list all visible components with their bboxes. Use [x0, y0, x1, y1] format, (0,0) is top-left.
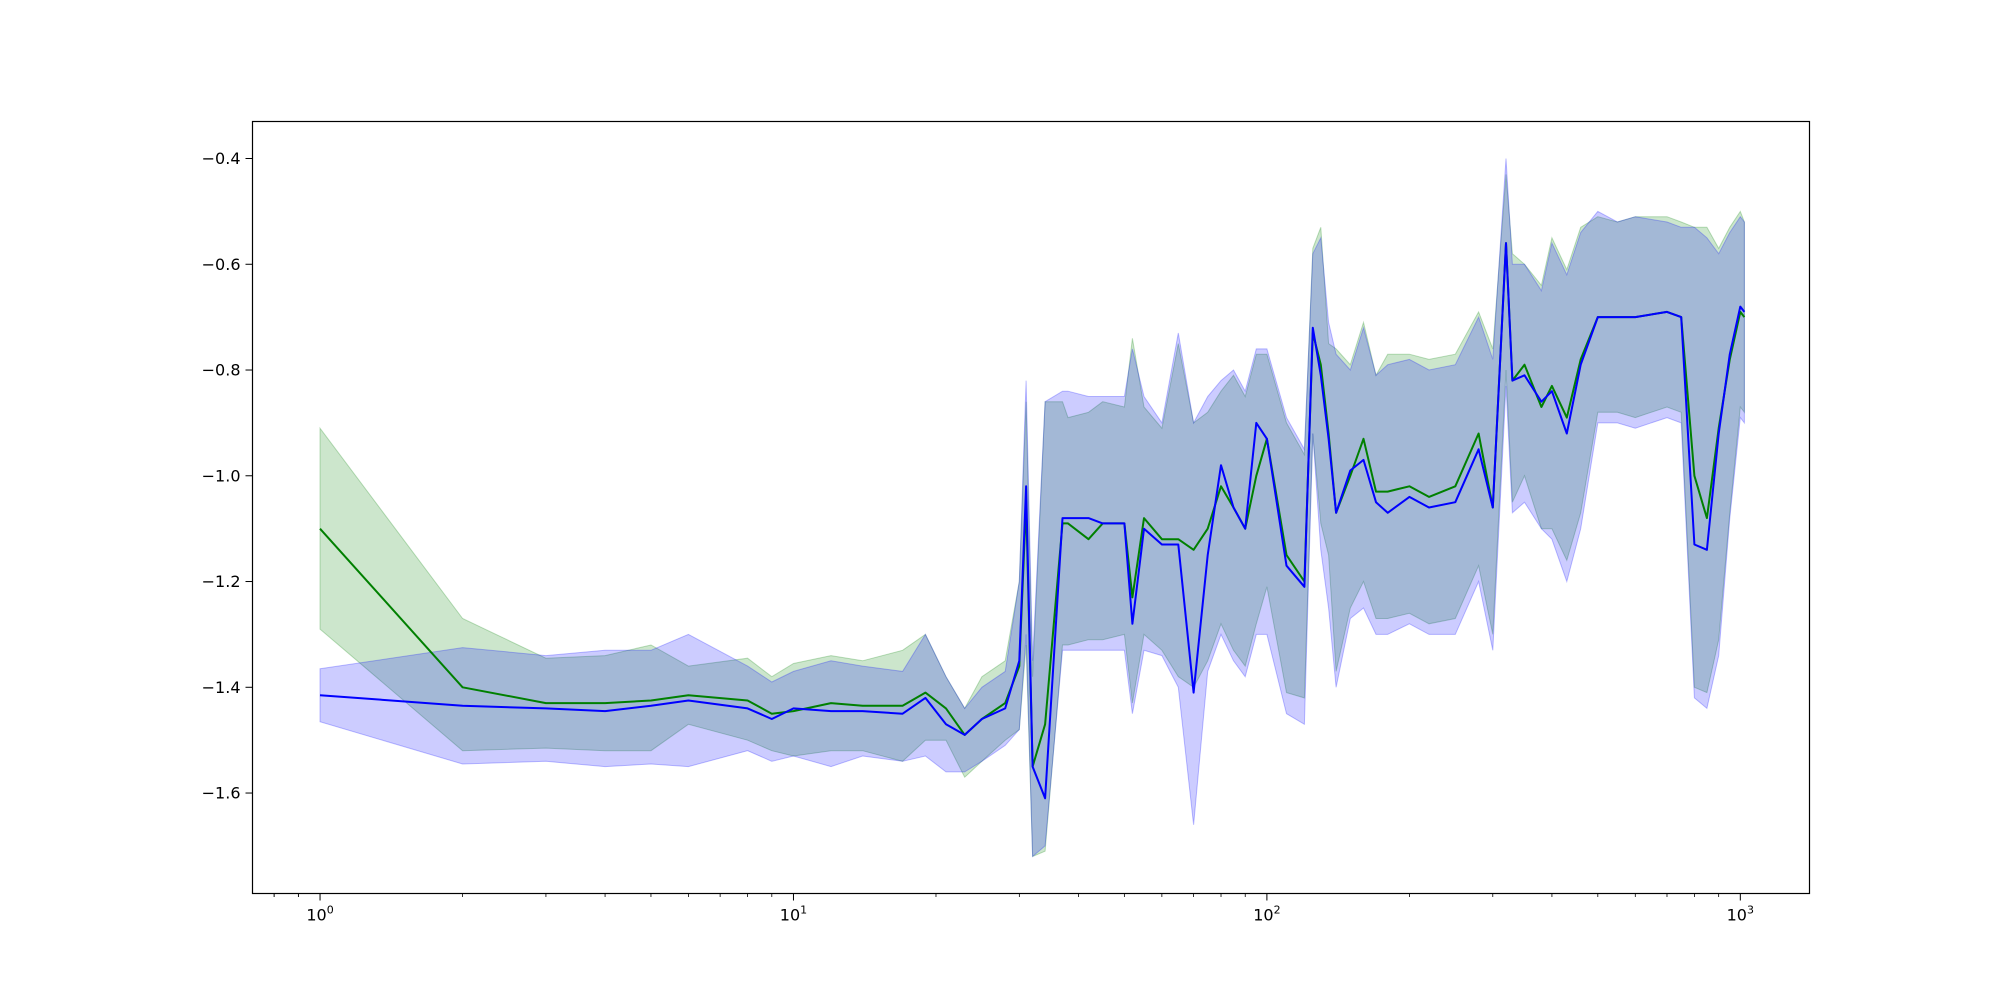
- plot-area: [319, 158, 1746, 858]
- y-axis: −1.6 −1.4 −1.2 −1.0 −0.8 −0.6 −0.4: [202, 149, 253, 803]
- y-tick-label: −0.6: [202, 255, 241, 274]
- x-tick-label: 103: [1727, 904, 1754, 925]
- y-tick-label: −1.6: [202, 784, 241, 803]
- y-tick-label: −1.4: [202, 678, 241, 697]
- series-line-1: [319, 242, 1746, 800]
- axes-frame: [251, 120, 1811, 895]
- y-tick-label: −1.2: [202, 572, 241, 591]
- confidence-band-0: [319, 174, 1745, 858]
- y-tick-label: −0.4: [202, 149, 241, 168]
- x-tick-label: 100: [306, 904, 333, 925]
- y-tick-label: −1.0: [202, 466, 241, 485]
- series-line-0: [319, 242, 1746, 768]
- series-lines: [319, 242, 1746, 800]
- confidence-band-1: [319, 158, 1745, 858]
- x-tick-label: 101: [780, 904, 807, 925]
- y-tick-label: −0.8: [202, 361, 241, 380]
- confidence-bands: [319, 158, 1745, 858]
- x-tick-label: 102: [1253, 904, 1280, 925]
